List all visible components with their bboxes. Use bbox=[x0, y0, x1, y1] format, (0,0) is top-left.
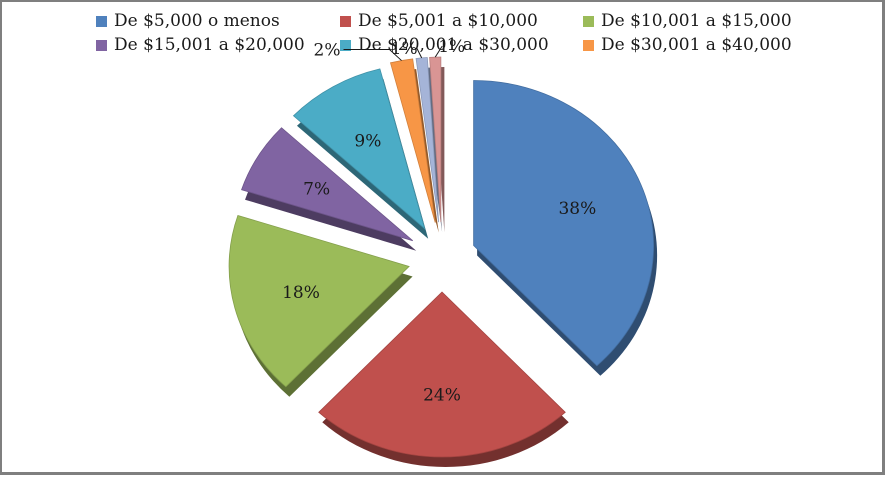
pie-slice-0 bbox=[473, 80, 654, 367]
legend-swatch-3 bbox=[96, 39, 107, 51]
pie-label-3: 7% bbox=[303, 180, 330, 200]
legend-swatch-5 bbox=[583, 39, 594, 51]
pie-slice-3 bbox=[241, 127, 413, 242]
pie-leader-5 bbox=[343, 49, 402, 61]
legend-item-1: De $5,001 a $10,000 bbox=[340, 10, 583, 32]
chart-legend: De $5,000 o menos De $5,001 a $10,000 De… bbox=[96, 10, 856, 56]
legend-label-0: De $5,000 o menos bbox=[114, 11, 280, 31]
pie-slice-4 bbox=[292, 68, 426, 230]
legend-label-4: De $20,001 a $30,000 bbox=[358, 35, 549, 55]
pie-slice-2 bbox=[228, 214, 410, 388]
legend-swatch-2 bbox=[583, 15, 594, 27]
pie-label-6: 1% bbox=[391, 39, 418, 59]
pie-leader-7 bbox=[434, 45, 443, 58]
pie-label-1: 24% bbox=[423, 385, 461, 405]
pie-labels: 38% 24% 18% 7% 9% 2% 1% 1% bbox=[282, 37, 596, 405]
pie-label-0: 38% bbox=[558, 199, 596, 219]
legend-swatch-1 bbox=[340, 15, 351, 27]
legend-item-2: De $10,001 a $15,000 bbox=[583, 10, 856, 32]
legend-swatch-0 bbox=[96, 15, 107, 27]
legend-item-0: De $5,000 o menos bbox=[96, 10, 340, 32]
legend-label-2: De $10,001 a $15,000 bbox=[601, 11, 792, 31]
pie-label-4: 9% bbox=[354, 132, 381, 152]
legend-label-3: De $15,001 a $20,000 bbox=[114, 35, 305, 55]
legend-label-1: De $5,001 a $10,000 bbox=[358, 11, 538, 31]
pie-label-2: 18% bbox=[282, 283, 320, 303]
pie-tops bbox=[228, 56, 654, 458]
pie-slice-1 bbox=[318, 291, 566, 458]
pie-label-5: 2% bbox=[314, 41, 341, 61]
pie-slice-6 bbox=[415, 57, 440, 223]
pie-label-7: 1% bbox=[438, 37, 465, 57]
pie-leader-6 bbox=[416, 47, 423, 59]
legend-item-3: De $15,001 a $20,000 bbox=[96, 34, 340, 56]
legend-swatch-4 bbox=[340, 39, 351, 51]
legend-label-5: De $30,001 a $40,000 bbox=[601, 35, 792, 55]
legend-item-4: De $20,001 a $30,000 bbox=[340, 34, 583, 56]
legend-item-5: De $30,001 a $40,000 bbox=[583, 34, 856, 56]
pie-slice-7 bbox=[429, 56, 442, 223]
